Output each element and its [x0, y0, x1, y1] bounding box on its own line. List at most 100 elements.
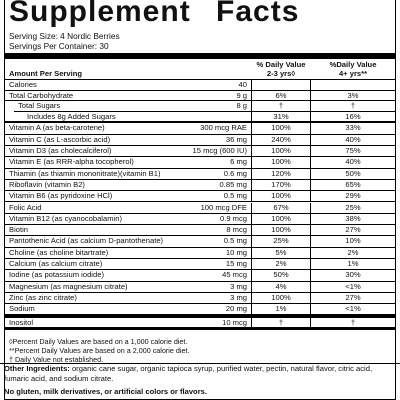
other-ingredients: Other Ingredients: organic cane sugar, o…	[4, 364, 384, 384]
dv-adult: 1%	[347, 259, 359, 268]
row: Total Sugars 8 g † †	[14, 101, 395, 112]
row: Vitamin B12 (as cyanocobalamin) 0.9 mcg 10…	[5, 213, 395, 226]
header-line: 4+ yrs**	[338, 68, 368, 78]
dv-child: †	[251, 101, 311, 111]
row: Total Carbohydrate 9 g 6% 3%	[5, 90, 395, 102]
nutrient-name: Includes 8g Added Sugars	[27, 111, 116, 121]
dv-child: 100%	[251, 123, 311, 134]
amount: 10 mcg	[222, 317, 247, 327]
dv-adult: 3%	[347, 90, 359, 100]
amount: 300 mcg RAE	[200, 123, 247, 133]
dv-adult: 25%	[345, 202, 361, 212]
dv-adult: 33%	[345, 123, 361, 133]
dv-adult: 38%	[345, 213, 361, 223]
dv-child: 100%	[251, 225, 311, 236]
amount: 3 mg	[230, 281, 247, 291]
dv-child: 240%	[251, 134, 311, 145]
row: Calories 40	[5, 80, 395, 91]
row: Zinc (as zinc citrate) 3 mg 100% 27%	[5, 292, 395, 305]
group-rule	[5, 314, 395, 318]
row: Iodine (as potassium iodide) 45 mcg 50% 30%	[5, 270, 395, 282]
nutrient-name: Inositol	[9, 317, 34, 327]
header-line: %Daily Value	[329, 60, 377, 69]
nutrient-name: Vitamin B6 (as pyridoxine HCl)	[9, 191, 113, 201]
other-ingredients-text: organic cane sugar, organic tapioca syru…	[4, 364, 373, 383]
rule	[0, 363, 400, 364]
supplement-facts-panel: Supplement Facts Serving Size: 4 Nordic …	[4, 0, 396, 400]
dv-adult: 27%	[345, 225, 361, 235]
nutrient-name: Calories	[9, 80, 37, 89]
nutrient-name: Riboflavin (vitamin B2)	[9, 179, 85, 189]
nutrient-name: Vitamin E (as RRR-alpha tocopherol)	[9, 157, 134, 167]
amount: 9 g	[236, 90, 247, 100]
header-line: % Daily Value	[256, 60, 306, 69]
row: Riboflavin (vitamin B2) 0.85 mg 170% 65%	[5, 179, 395, 192]
nutrient-name: Biotin	[9, 225, 28, 235]
row: Vitamin C (as L-ascorbic acid) 36 mg 240% 4…	[5, 134, 395, 146]
group-rule	[5, 327, 395, 330]
dv-child: 5%	[251, 247, 311, 258]
amount: 45 mcg	[222, 270, 247, 280]
dv-child: 50%	[251, 270, 311, 281]
title: Supplement Facts	[9, 0, 300, 28]
amount: 6 mg	[230, 157, 247, 167]
amount: 15 mcg (600 IU)	[192, 146, 247, 155]
dv-adult: 10%	[345, 236, 361, 246]
dv-child: 1%	[251, 304, 311, 315]
dv-adult: 29%	[345, 191, 361, 201]
amount: 0.5 mg	[223, 236, 247, 246]
dv-child: 6%	[251, 90, 311, 101]
dv-adult: 30%	[345, 270, 361, 280]
footnote: **Percent Daily Values are based on a 2,…	[9, 346, 190, 355]
amount: 0.85 mg	[219, 179, 247, 189]
dv-child: 4%	[251, 281, 311, 292]
amount: 0.5 mg	[223, 191, 247, 201]
row: Thiamin (as thiamin mononitrate)(vitamin…	[5, 168, 395, 180]
amount: 10 mg	[225, 247, 247, 257]
row: Vitamin B6 (as pyridoxine HCl) 0.5 mg 100%…	[5, 191, 395, 203]
dv-child: 2%	[251, 259, 311, 270]
nutrient-name: Total Sugars	[18, 101, 61, 111]
dv-child: †	[251, 317, 311, 327]
other-ingredients-label: Other Ingredients:	[4, 364, 70, 373]
servings-per-container: Servings Per Container: 30	[9, 41, 109, 51]
row: Folic Acid 100 mcg DFE 67% 25%	[5, 202, 395, 214]
amount: 8 g	[236, 101, 247, 111]
dv-child: 100%	[251, 292, 311, 304]
nutrient-name: Thiamin (as thiamin mononitrate)(vitamin…	[9, 168, 161, 178]
nutrient-name: Vitamin A (as beta-carotene)	[9, 123, 105, 133]
row: Magnesium (as magnesium citrate) 3 mg 4% <1…	[5, 281, 395, 293]
row: Vitamin E (as RRR-alpha tocopherol) 6 mg 1…	[5, 157, 395, 169]
nutrient-name: Iodine (as potassium iodide)	[9, 270, 104, 280]
dv-adult: 75%	[345, 146, 361, 155]
nutrient-name: Vitamin C (as L-ascorbic acid)	[9, 134, 111, 144]
header-dv-adult: %Daily Value 4+ yrs**	[311, 60, 395, 78]
header-line: 2-3 yrs◊	[266, 68, 296, 78]
dv-adult: 40%	[345, 134, 361, 144]
dv-adult: 65%	[345, 179, 361, 189]
dv-child: 67%	[251, 202, 311, 213]
amount: 8 mcg	[226, 225, 247, 235]
notice: No gluten, milk derivatives, or artifici…	[4, 387, 207, 396]
dv-adult: 40%	[345, 157, 361, 167]
rule	[5, 79, 395, 80]
nutrient-name: Choline (as choline bitartrate)	[9, 247, 109, 257]
dv-child: 170%	[251, 179, 311, 191]
dv-adult: 16%	[345, 111, 361, 121]
nutrient-name: Vitamin B12 (as cyanocobalamin)	[9, 213, 122, 223]
nutrient-name: Zinc (as zinc citrate)	[9, 292, 77, 302]
amount: 0.9 mcg	[219, 213, 247, 223]
dv-child: 100%	[251, 213, 311, 225]
serving-size: Serving Size: 4 Nordic Berries	[9, 31, 120, 41]
nutrient-name: Folic Acid	[9, 202, 42, 212]
nutrient-name: Calcium (as calcium citrate)	[9, 259, 103, 268]
footnote: ◊Percent Daily Values are based on a 1,0…	[9, 337, 188, 346]
amount: 36 mg	[225, 134, 247, 144]
dv-child: 100%	[251, 146, 311, 157]
dv-adult: †	[350, 101, 356, 111]
row: Pantothenic Acid (as calcium D-pantothen…	[5, 236, 395, 248]
nutrient-name: Vitamin D3 (as cholecalciferol)	[9, 146, 112, 155]
amount: 3 mg	[230, 292, 247, 302]
dv-adult: †	[350, 317, 356, 327]
row: Calcium (as calcium citrate) 15 mg 2% 1%	[5, 259, 395, 271]
